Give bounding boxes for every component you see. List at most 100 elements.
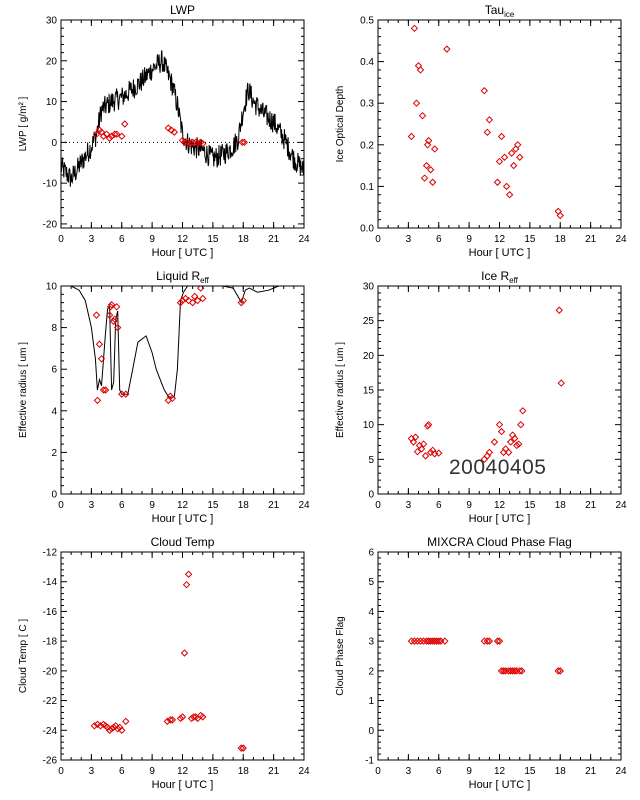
data-point (424, 136, 433, 145)
data-layer (407, 637, 564, 675)
y-tick-label: 6 (51, 365, 57, 376)
x-tick-label: 21 (585, 500, 597, 511)
x-tick-label: 0 (375, 500, 381, 511)
y-tick-label: 5 (368, 577, 374, 588)
data-point (176, 298, 185, 307)
data-point (413, 447, 422, 456)
data-point (416, 66, 425, 74)
data-point (199, 294, 207, 303)
data-point (178, 713, 187, 721)
data-point (167, 126, 176, 134)
data-point (107, 725, 116, 733)
data-point (500, 153, 509, 161)
data-point (519, 407, 527, 415)
data-point (480, 637, 489, 645)
data-point (191, 138, 200, 147)
chart-title: Ice Reff (481, 269, 519, 285)
y-tick-label: 8 (51, 323, 57, 334)
data-point (184, 296, 193, 305)
x-tick-label: 24 (615, 500, 627, 511)
data-point (518, 667, 526, 675)
data-point (419, 440, 428, 448)
x-tick-label: 0 (58, 500, 64, 511)
data-point (237, 744, 245, 752)
data-layer (90, 570, 247, 752)
data-point (510, 667, 519, 675)
data-point (176, 714, 185, 723)
data-point (499, 667, 508, 675)
data-point (105, 311, 114, 319)
data-layer (61, 50, 304, 187)
data-point (441, 637, 449, 645)
data-point (407, 637, 416, 645)
data-point (199, 713, 207, 721)
x-tick-label: 0 (375, 766, 381, 777)
y-tick-label: -22 (43, 696, 58, 707)
data-point (557, 379, 565, 387)
data-point (413, 637, 422, 645)
y-tick-label: -20 (43, 666, 58, 677)
data-point (422, 161, 431, 170)
x-tick-label: 24 (615, 766, 627, 777)
x-tick-label: 0 (58, 766, 64, 777)
data-point (118, 132, 126, 140)
x-tick-label: 3 (406, 234, 412, 245)
x-tick-label: 9 (466, 766, 472, 777)
y-tick-label: 0 (368, 726, 374, 737)
x-tick-label: 3 (89, 234, 95, 245)
data-layer (407, 306, 565, 464)
data-point (426, 637, 435, 645)
x-tick-label: 9 (149, 766, 155, 777)
data-point (101, 386, 110, 394)
x-tick-label: 18 (238, 500, 250, 511)
data-point (92, 130, 101, 138)
y-tick-label: 0.5 (360, 16, 374, 27)
data-point (181, 294, 190, 303)
x-tick-label: 12 (494, 500, 506, 511)
data-point (189, 713, 198, 721)
data-point (513, 441, 521, 450)
data-point (504, 448, 513, 457)
data-point (495, 157, 504, 166)
data-point (121, 120, 129, 128)
data-point (105, 134, 114, 142)
y-tick-label: -16 (43, 607, 58, 618)
data-point (502, 182, 511, 191)
data-point (437, 637, 445, 645)
data-point (507, 149, 516, 157)
data-point (95, 340, 104, 348)
data-point (190, 292, 199, 301)
y-tick-label: 10 (46, 97, 58, 108)
x-tick-label: 6 (119, 234, 125, 245)
data-point (170, 128, 179, 136)
chart-title-subscript: ice (504, 10, 515, 19)
data-point (433, 637, 441, 645)
x-axis-label: Hour [ UTC ] (469, 247, 531, 259)
x-axis-label: Hour [ UTC ] (469, 779, 531, 791)
x-tick-label: 15 (524, 766, 536, 777)
series-line (61, 286, 304, 399)
data-point (238, 138, 246, 147)
chart-title-subscript: eff (200, 276, 210, 285)
x-tick-label: 6 (436, 766, 442, 777)
data-point (419, 637, 428, 645)
data-point (97, 355, 106, 363)
y-axis-label: LWP [ g/m² ] (18, 96, 29, 151)
data-point (164, 396, 173, 405)
x-tick-label: 24 (298, 500, 310, 511)
data-point (554, 207, 562, 216)
y-axis-label: Ice Optical Depth (335, 86, 346, 163)
x-tick-label: 6 (119, 500, 125, 511)
data-point (103, 723, 112, 732)
data-point (490, 438, 499, 446)
x-tick-label: 15 (207, 766, 219, 777)
y-tick-label: 30 (363, 282, 375, 293)
data-point (430, 637, 439, 645)
x-tick-label: 12 (494, 766, 506, 777)
data-point (418, 111, 427, 120)
x-tick-label: 18 (238, 766, 250, 777)
data-point (102, 130, 111, 138)
data-point (556, 211, 564, 220)
chart-title: Tauice (485, 3, 515, 19)
